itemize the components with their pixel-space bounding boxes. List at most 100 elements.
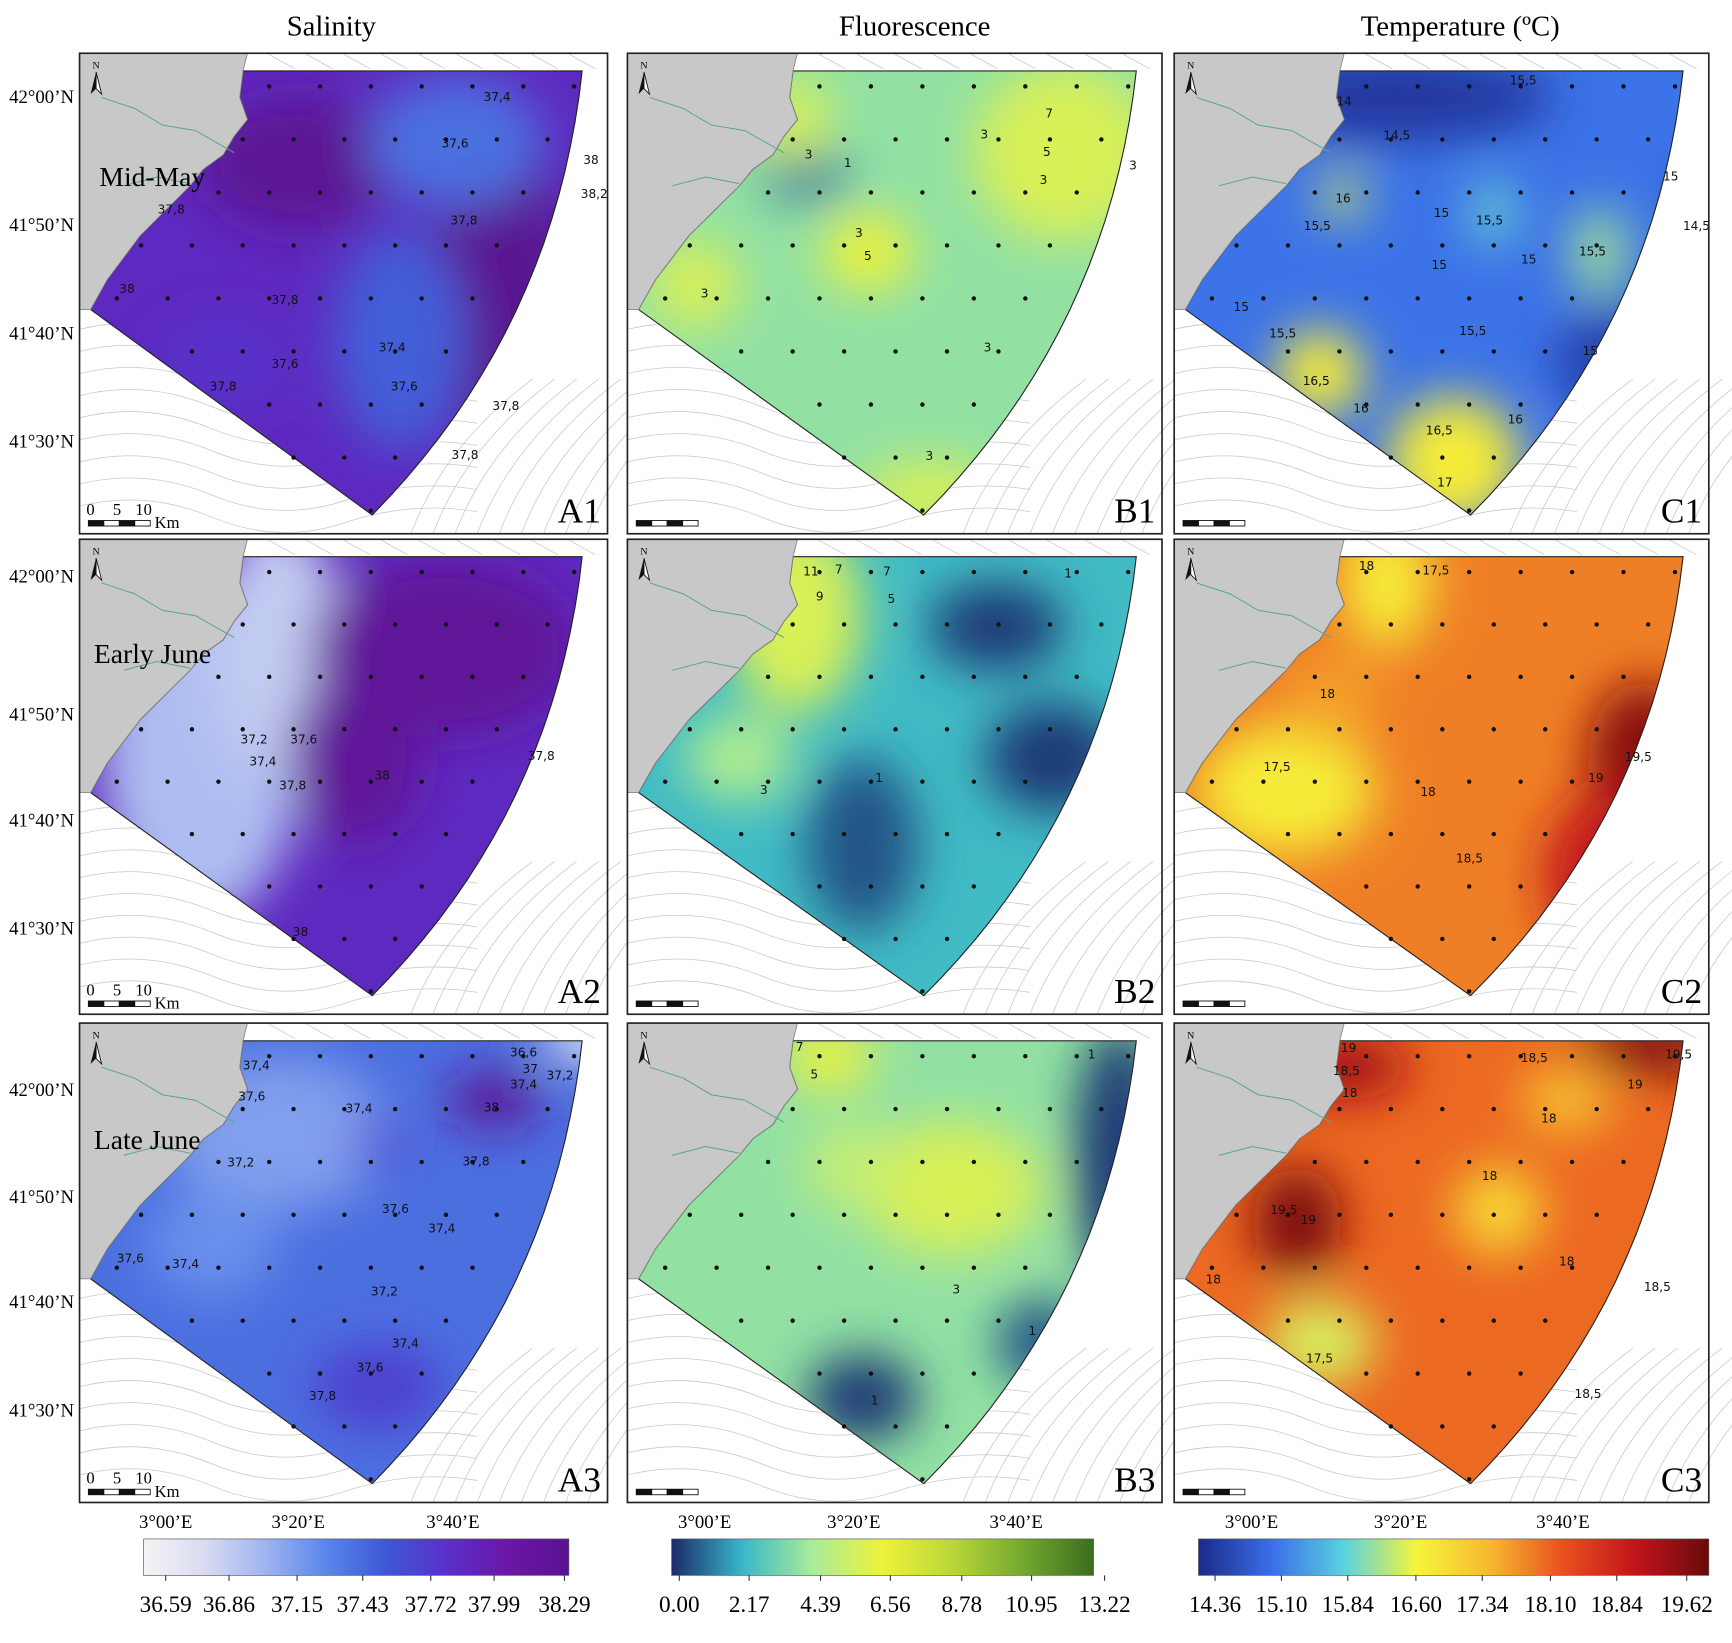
station [1415, 190, 1420, 195]
latitude-label: 41°40’N [9, 1292, 74, 1313]
station [971, 402, 977, 407]
station [368, 1371, 374, 1376]
station [714, 779, 719, 784]
station [571, 84, 577, 89]
station [1518, 84, 1523, 89]
station [1466, 402, 1472, 407]
contour-label: 37,6 [442, 136, 469, 150]
station [494, 622, 499, 627]
station [1285, 243, 1291, 248]
station [470, 779, 475, 784]
station [790, 137, 795, 142]
panel-label: B3 [1114, 1460, 1155, 1499]
station [868, 1371, 874, 1376]
contour-label: 37,6 [382, 1202, 409, 1216]
station [1261, 1265, 1266, 1270]
station [419, 1053, 424, 1059]
station [1645, 137, 1651, 142]
station [817, 674, 822, 680]
station [765, 1159, 771, 1165]
field [1185, 1040, 1684, 1484]
north-arrow [90, 558, 97, 581]
rivers [101, 96, 235, 187]
latitude-label: 41°40’N [9, 323, 74, 344]
station [216, 296, 221, 301]
contour-label: 1 [871, 1394, 879, 1408]
map-panel: 36,6 37 37,2 37,4 37,4 37,6 37,4 38 37,8 37,2 37,6… [78, 1022, 710, 1504]
scale-bar [103, 520, 120, 527]
scale-bar [118, 1000, 136, 1007]
contour-label: 3 [926, 449, 934, 463]
contour-label: 15 [1234, 300, 1249, 314]
station [971, 569, 977, 575]
station [1312, 190, 1318, 195]
land [626, 1022, 798, 1280]
station [392, 1106, 398, 1112]
colorbar [143, 1538, 570, 1576]
station [1569, 1265, 1575, 1270]
station [317, 569, 323, 575]
panel-label: C2 [1661, 972, 1702, 1011]
station [291, 137, 296, 142]
station [494, 243, 499, 248]
station [739, 349, 744, 354]
latitude-label: 42°00’N [9, 87, 74, 108]
station [114, 1265, 120, 1270]
scale-bar [682, 1000, 699, 1007]
station [1312, 1265, 1318, 1270]
contour-label: 19,5 [1270, 1203, 1297, 1217]
station [1672, 1053, 1678, 1059]
station [1023, 1159, 1028, 1165]
station [443, 831, 449, 837]
station [291, 1424, 296, 1429]
station [1415, 1159, 1420, 1165]
station [1491, 727, 1496, 732]
station [368, 1159, 374, 1165]
station [189, 1318, 195, 1323]
column-title: Salinity [287, 11, 377, 43]
station [1466, 989, 1472, 994]
station [1388, 243, 1394, 248]
station [1621, 569, 1626, 575]
station [216, 1159, 221, 1165]
station [817, 84, 822, 89]
station [944, 936, 950, 942]
contour-label: 38 [583, 153, 598, 167]
station [470, 1265, 475, 1270]
station [1518, 190, 1523, 195]
colorbar-tick-label: 37.15 [271, 1592, 323, 1618]
station [1518, 779, 1523, 784]
station [368, 1477, 374, 1482]
station [494, 1212, 499, 1218]
contour-label: 9 [816, 590, 824, 604]
contour-label: 37,8 [450, 214, 477, 228]
contour-label: 38,2 [581, 187, 608, 201]
station [920, 1477, 925, 1482]
station [317, 1053, 323, 1059]
contour-label: 18,5 [1644, 1280, 1671, 1294]
station [1388, 936, 1394, 942]
station [1569, 190, 1575, 195]
station [419, 190, 424, 195]
station [267, 569, 272, 575]
station [342, 1106, 347, 1112]
station [189, 1212, 195, 1218]
station [443, 1212, 449, 1218]
station [1234, 727, 1239, 732]
contour-label: 5 [1043, 145, 1051, 159]
contour-label: 11 [803, 565, 818, 579]
contour-label: 37,6 [238, 1089, 265, 1103]
colorbar [671, 1538, 1094, 1576]
contour-label: 19 [1627, 1077, 1642, 1091]
station [739, 1318, 744, 1323]
contour-label: 3 [984, 341, 992, 355]
contour-label: 17 [1437, 475, 1452, 489]
station [267, 779, 272, 784]
station [817, 190, 822, 195]
station [1415, 779, 1420, 784]
station [1543, 727, 1548, 732]
station [1074, 1053, 1079, 1059]
station [1285, 349, 1291, 354]
station [817, 402, 822, 407]
station [944, 1318, 950, 1323]
